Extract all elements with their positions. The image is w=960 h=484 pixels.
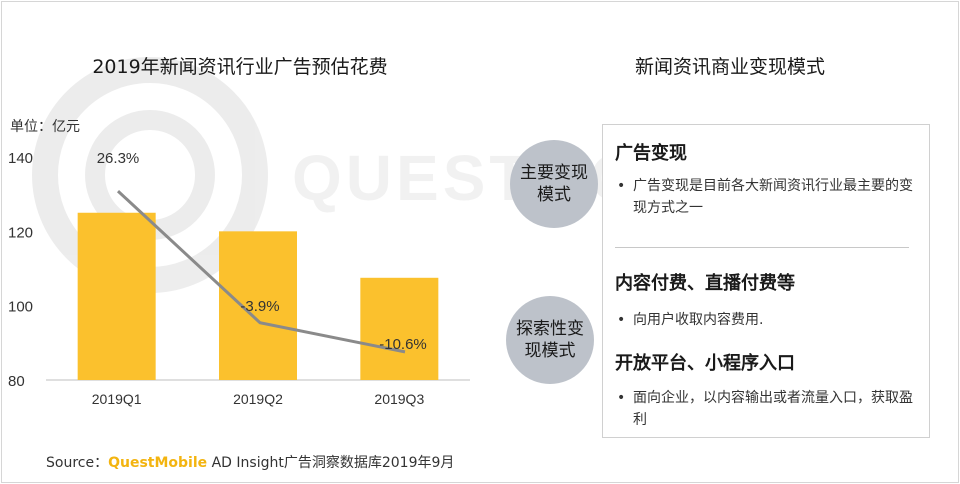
section-bullet: • 面向企业，以内容输出或者流量入口，获取盈利 bbox=[617, 387, 917, 431]
growth-rate-line bbox=[116, 190, 406, 354]
section-divider bbox=[615, 247, 909, 248]
bullet-dot: • bbox=[617, 178, 626, 194]
bullet-dot: • bbox=[617, 390, 626, 406]
unit-label: 单位：亿元 bbox=[10, 119, 80, 135]
growth-rate-label: -3.9% bbox=[240, 298, 279, 315]
y-tick-label: 100 bbox=[8, 299, 33, 316]
section-heading: 内容付费、直播付费等 bbox=[615, 273, 795, 294]
bullet-dot: • bbox=[617, 312, 626, 328]
source-rest: AD Insight广告洞察数据库2019年9月 bbox=[207, 455, 455, 471]
x-tick-label: 2019Q1 bbox=[92, 391, 142, 407]
x-tick-label: 2019Q2 bbox=[233, 391, 283, 407]
y-tick-label: 120 bbox=[8, 224, 33, 241]
section-heading: 开放平台、小程序入口 bbox=[615, 353, 795, 374]
section-bullet: • 向用户收取内容费用. bbox=[617, 309, 917, 331]
section-heading: 广告变现 bbox=[615, 143, 687, 164]
right-panel-title: 新闻资讯商业变现模式 bbox=[634, 56, 825, 78]
bar bbox=[77, 212, 156, 380]
source-prefix: Source： bbox=[46, 455, 109, 471]
bullet-text: 广告变现是目前各大新闻资讯行业最主要的变现方式之一 bbox=[633, 178, 913, 216]
growth-rate-label: 26.3% bbox=[97, 150, 140, 167]
main-mode-label: 主要变现模式 bbox=[520, 163, 588, 205]
y-tick-label: 80 bbox=[8, 373, 25, 390]
explore-mode-label: 探索性变现模式 bbox=[516, 319, 584, 361]
growth-rate-label: -10.6% bbox=[379, 336, 427, 353]
section-bullet: • 广告变现是目前各大新闻资讯行业最主要的变现方式之一 bbox=[617, 175, 917, 219]
bar bbox=[219, 231, 297, 380]
bullet-text: 面向企业，以内容输出或者流量入口，获取盈利 bbox=[633, 390, 913, 428]
bullet-text: 向用户收取内容费用. bbox=[633, 312, 764, 328]
source-brand: QuestMobile bbox=[108, 455, 208, 471]
monetization-card: 广告变现 • 广告变现是目前各大新闻资讯行业最主要的变现方式之一 内容付费、直播… bbox=[602, 124, 930, 438]
bar-line-chart: 80 100 120 140 2019Q1 2019Q2 2019Q3 26.3% -3.9% -… bbox=[8, 150, 470, 407]
main-mode-circle: 主要变现模式 bbox=[510, 140, 598, 228]
bar bbox=[360, 277, 439, 380]
explore-mode-circle: 探索性变现模式 bbox=[506, 296, 594, 384]
x-tick-label: 2019Q3 bbox=[374, 391, 424, 407]
chart-title: 2019年新闻资讯行业广告预估花费 bbox=[92, 56, 388, 78]
y-tick-label: 140 bbox=[8, 150, 33, 167]
source-note: Source：QuestMobile AD Insight广告洞察数据库2019… bbox=[46, 452, 454, 472]
